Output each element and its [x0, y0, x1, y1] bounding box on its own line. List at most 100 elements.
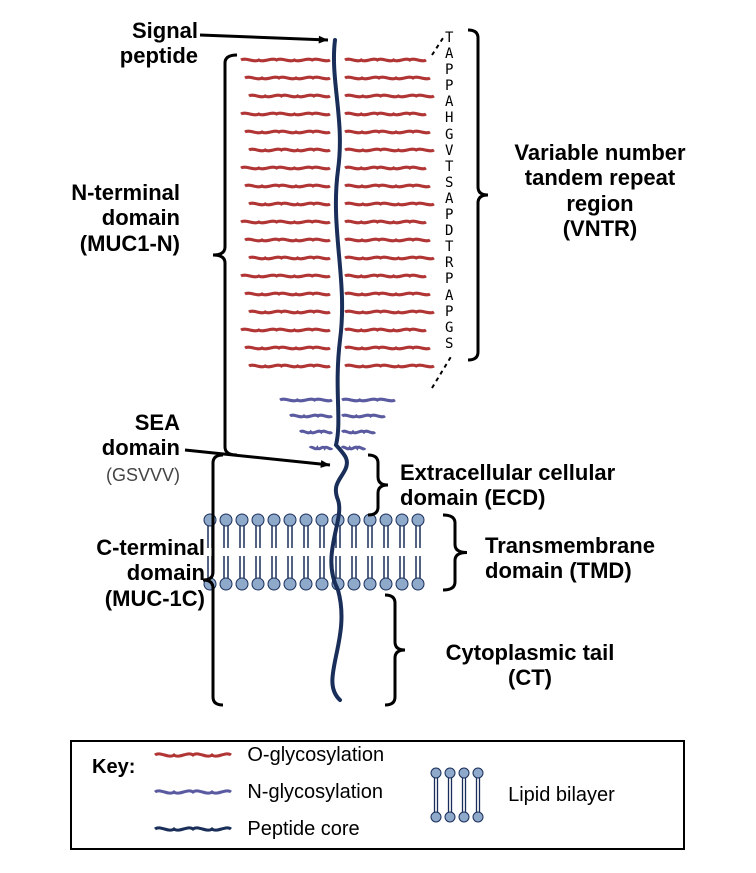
- text-line: peptide: [120, 43, 198, 68]
- text-line: (GSVVV): [106, 465, 180, 485]
- text-line: domain: [127, 560, 205, 585]
- o-glycosylation-strand: [345, 275, 426, 277]
- arrow-head: [319, 36, 328, 44]
- o-glycosylation-strand: [345, 59, 426, 61]
- legend-item-label: Lipid bilayer: [508, 784, 615, 807]
- vntr-sequence: TAPPAHGVTSAPDTRPAPGS: [445, 30, 453, 352]
- n-glycosylation-strand: [300, 431, 332, 433]
- o-glycosylation-strand: [249, 365, 330, 367]
- lipid-head: [316, 578, 328, 590]
- text-line: Extracellular cellular: [400, 460, 615, 485]
- vntr-residue: T: [445, 159, 453, 175]
- n-glycosylation-strand: [342, 415, 385, 417]
- o-glycosylation-strand: [345, 167, 426, 169]
- o-glycosylation-strand: [345, 293, 430, 295]
- n-terminal-label: N-terminal domain (MUC1-N): [35, 180, 180, 256]
- legend-item-o-glycosylation: O-glycosylation: [153, 744, 384, 767]
- vntr-residue: P: [445, 304, 453, 320]
- text-line: region: [566, 191, 633, 216]
- vntr-residue: R: [445, 255, 453, 271]
- o-glycosylation-strand: [249, 95, 330, 97]
- c-terminal-label: C-terminal domain (MUC-1C): [75, 535, 205, 611]
- o-glycosylation-strand: [345, 257, 434, 259]
- o-glycosylation-strand: [241, 113, 330, 115]
- o-glycosylation-strand: [249, 311, 330, 313]
- n-glycosylation-strand: [290, 415, 332, 417]
- o-glycosylation-strand: [241, 221, 330, 223]
- o-glycosylation-strand: [345, 221, 426, 223]
- lipid-head: [380, 578, 392, 590]
- lipid-head: [236, 514, 248, 526]
- vntr-residue: G: [445, 127, 453, 143]
- text-line: domain: [102, 205, 180, 230]
- legend-item-label: N-glycosylation: [247, 781, 383, 804]
- vntr-residue: G: [445, 320, 453, 336]
- legend-lipid-item: Lipid bilayer: [424, 765, 615, 825]
- vntr-residue: A: [445, 288, 453, 304]
- n-glycosylation-strand: [310, 447, 332, 449]
- lipid-head: [236, 578, 248, 590]
- n-glycosylation-strand: [342, 431, 375, 433]
- text-line: Cytoplasmic tail: [446, 640, 615, 665]
- vntr-residue: P: [445, 78, 453, 94]
- text-line: (MUC-1C): [105, 586, 205, 611]
- vntr-residue: P: [445, 271, 453, 287]
- lipid-head: [268, 578, 280, 590]
- lipid-head: [364, 578, 376, 590]
- signal-peptide-label: Signal peptide: [108, 18, 198, 69]
- ct-label: Cytoplasmic tail (CT): [420, 640, 640, 691]
- text-line: Signal: [132, 18, 198, 43]
- o-glycosylation-strand: [345, 95, 434, 97]
- o-glycosylation-strand: [345, 203, 434, 205]
- o-glycosylation-strand: [241, 167, 330, 169]
- o-glycosylation-strand: [345, 347, 430, 349]
- text-line: domain: [102, 435, 180, 460]
- o-glycosylation-strand: [249, 149, 330, 151]
- vntr-residue: T: [445, 239, 453, 255]
- vntr-label: Variable number tandem repeat region (VN…: [490, 140, 710, 241]
- muc1-structure-diagram: TAPPAHGVTSAPDTRPAPGS Signal peptide N-te…: [0, 0, 756, 873]
- ecd-label: Extracellular cellular domain (ECD): [400, 460, 680, 511]
- lipid-head: [316, 514, 328, 526]
- o-glycosylation-strand: [345, 149, 434, 151]
- legend-box: Key: O-glycosylationN-glycosylationPepti…: [70, 740, 685, 850]
- bracket: [443, 515, 467, 590]
- vntr-residue: H: [445, 110, 453, 126]
- bracket: [385, 595, 405, 705]
- o-glycosylation-strand: [241, 275, 330, 277]
- o-glycosylation-strand: [345, 239, 430, 241]
- o-glycosylation-strand: [245, 131, 330, 133]
- lipid-head: [220, 514, 232, 526]
- text-line: domain (TMD): [485, 558, 632, 583]
- vntr-residue: S: [445, 336, 453, 352]
- dotted-line: [432, 355, 452, 388]
- o-glycosylation-strand: [345, 365, 434, 367]
- lipid-head: [252, 514, 264, 526]
- vntr-residue: A: [445, 191, 453, 207]
- lipid-head: [348, 578, 360, 590]
- text-line: Variable number: [514, 140, 685, 165]
- vntr-residue: A: [445, 46, 453, 62]
- lipid-head: [348, 514, 360, 526]
- o-glycosylation-strand: [241, 329, 330, 331]
- n-glycosylation-strand: [342, 399, 395, 401]
- peptide-core: [331, 40, 347, 700]
- o-glycosylation-icon: [153, 745, 233, 765]
- o-glycosylation-strand: [345, 311, 434, 313]
- text-line: (MUC1-N): [80, 231, 180, 256]
- lipid-head: [252, 578, 264, 590]
- text-line: SEA: [135, 410, 180, 435]
- tmd-label: Transmembrane domain (TMD): [485, 533, 725, 584]
- lipid-head: [412, 514, 424, 526]
- n-glycosylation-strand: [280, 399, 332, 401]
- bracket: [368, 455, 388, 515]
- text-line: (VNTR): [563, 216, 638, 241]
- o-glycosylation-strand: [241, 59, 330, 61]
- n-glycosylation-icon: [153, 782, 233, 802]
- arrow-line: [200, 35, 328, 40]
- o-glycosylation-strand: [245, 77, 330, 79]
- o-glycosylation-strand: [345, 329, 426, 331]
- o-glycosylation-strand: [249, 203, 330, 205]
- text-line: Transmembrane: [485, 533, 655, 558]
- lipid-bilayer-icon: [424, 765, 494, 825]
